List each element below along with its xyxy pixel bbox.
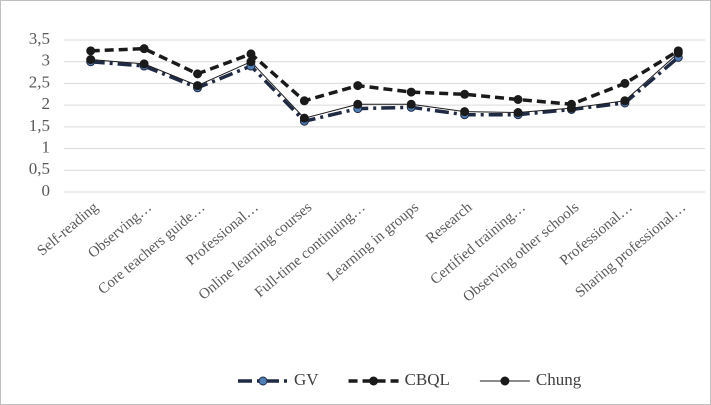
y-tick-label: 3,5	[29, 29, 50, 48]
y-tick-label: 2,5	[29, 72, 50, 91]
data-point	[139, 59, 149, 69]
data-point	[86, 46, 96, 56]
series-line	[90, 46, 680, 107]
legend-marker	[258, 376, 268, 386]
data-point	[86, 55, 96, 65]
data-point	[299, 96, 309, 106]
legend-label: CBQL	[405, 370, 450, 389]
data-point	[566, 103, 576, 113]
data-point	[139, 44, 149, 54]
data-point	[513, 94, 523, 104]
y-tick-label: 3	[42, 51, 51, 70]
series-line	[90, 52, 679, 119]
y-tick-label: 1	[42, 137, 51, 156]
data-point	[460, 107, 470, 117]
y-tick-label: 1,5	[29, 116, 50, 135]
data-point	[353, 99, 363, 109]
legend-label: Chung	[536, 370, 582, 389]
legend-marker	[500, 376, 510, 386]
data-point	[513, 108, 523, 118]
data-point	[353, 81, 363, 91]
series-line	[90, 56, 680, 124]
legend-marker	[369, 376, 379, 386]
data-point	[193, 81, 203, 91]
y-tick-label: 0,5	[29, 159, 50, 178]
y-tick-label: 0	[42, 181, 51, 200]
data-point	[299, 113, 309, 123]
data-point	[246, 57, 256, 67]
data-point	[620, 78, 630, 88]
data-point	[406, 99, 416, 109]
data-point	[673, 48, 683, 58]
data-point	[406, 87, 416, 97]
data-point	[620, 96, 630, 106]
legend-label: GV	[294, 370, 319, 389]
data-point	[460, 89, 470, 99]
y-tick-label: 2	[42, 94, 51, 113]
data-point	[193, 69, 203, 79]
data-point	[246, 49, 256, 59]
